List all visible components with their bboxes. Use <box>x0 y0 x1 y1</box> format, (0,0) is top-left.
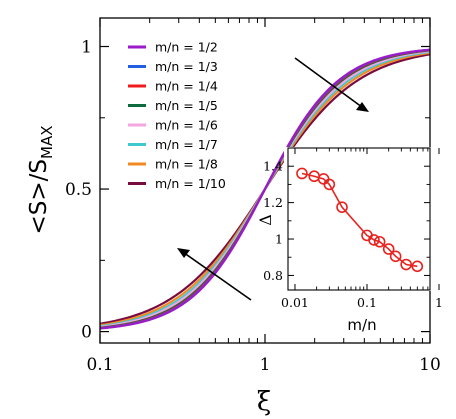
inset-x-axis-label: m/n <box>347 316 376 334</box>
inset-marker <box>296 167 308 180</box>
inset-series <box>296 167 424 273</box>
y-tick-label: 0 <box>81 323 92 343</box>
main-y-axis-label-subscript: MAX <box>38 126 56 159</box>
inset-marker <box>373 235 386 248</box>
inset-ticks <box>288 148 440 290</box>
legend-label: m/n = 1/10 <box>155 176 226 191</box>
main-y-axis-label-main: <S>/S <box>26 159 52 235</box>
inset-x-tick-label: 0.01 <box>281 295 309 310</box>
legend-label: m/n = 1/2 <box>155 40 218 55</box>
main-y-axis-label: <S>/SMAX <box>26 126 56 235</box>
arrow-upper-head <box>356 102 369 112</box>
inset-marker <box>400 258 412 271</box>
inset-marker <box>336 201 348 213</box>
x-tick-label: 1 <box>260 355 271 375</box>
legend-label: m/n = 1/4 <box>155 79 218 94</box>
legend-label: m/n = 1/8 <box>155 157 218 172</box>
inset-background <box>284 147 432 291</box>
inset-marker <box>411 260 424 273</box>
inset-y-tick-label: 1.4 <box>263 159 283 174</box>
main-ticks <box>99 18 431 343</box>
curves-group <box>99 48 431 330</box>
inset-marker <box>368 234 380 246</box>
series-line-1 <box>99 48 431 330</box>
legend-label: m/n = 1/6 <box>155 118 218 133</box>
arrow-upper-line <box>294 57 367 111</box>
legend-label: m/n = 1/3 <box>155 59 218 74</box>
arrow-lower-head <box>177 248 190 258</box>
inset-marker <box>323 178 336 191</box>
inset-marker <box>389 250 402 263</box>
inset-tick-labels: 0.01 0.1 1 0.8 1 1.2 1.4 <box>263 159 443 310</box>
main-tick-labels: 0.1 1 10 0 0.5 1 <box>65 38 441 375</box>
legend: m/n = 1/2 m/n = 1/3 m/n = 1/4 m/n = 1/5 m/n … <box>128 40 226 191</box>
inset-line <box>301 172 418 268</box>
inset-frame <box>287 147 431 291</box>
main-x-axis-label: ξ <box>257 387 271 417</box>
x-tick-label: 0.1 <box>86 355 113 375</box>
inset-x-tick-label: 1 <box>435 295 443 310</box>
legend-label: m/n = 1/5 <box>155 98 218 113</box>
arrow-lower-line <box>179 249 252 301</box>
arrows <box>177 57 369 301</box>
inset-x-tick-label: 0.1 <box>357 295 377 310</box>
legend-label: m/n = 1/7 <box>155 137 218 152</box>
x-tick-label: 10 <box>419 355 441 375</box>
inset-y-tick-label: 1.2 <box>263 195 283 210</box>
inset-plot: 0.01 0.1 1 0.8 1 1.2 1.4 m/n Δ <box>256 147 443 334</box>
inset-y-axis-label: Δ <box>256 214 275 226</box>
inset-marker <box>382 243 395 255</box>
y-tick-label: 1 <box>81 38 92 58</box>
inset-y-tick-label: 1 <box>275 232 283 247</box>
inset-y-tick-label: 0.8 <box>263 268 283 283</box>
y-tick-label: 0.5 <box>65 180 92 200</box>
